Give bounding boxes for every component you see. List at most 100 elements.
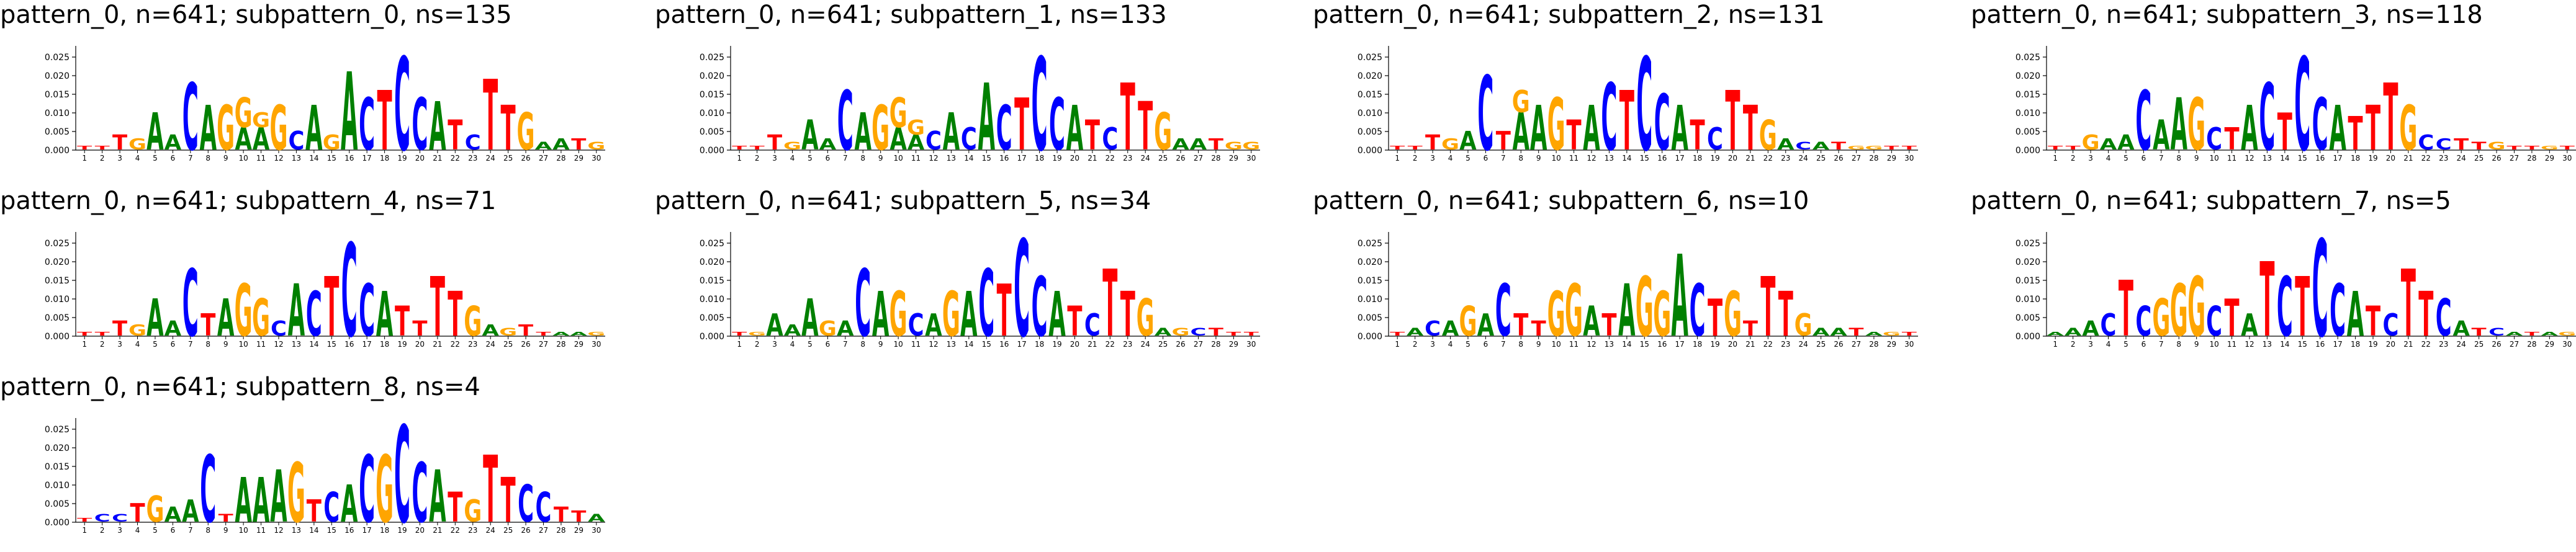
x-tick-label: 15 [327, 154, 336, 161]
y-tick-label: 0.025 [2015, 239, 2040, 249]
x-tick-label: 14 [309, 340, 318, 347]
y-tick-label: 0.015 [45, 276, 70, 286]
x-tick-label: 12 [2245, 340, 2254, 347]
panel-title: pattern_0, n=641; subpattern_2, ns=131 [1313, 1, 1825, 29]
x-tick-label: 14 [964, 154, 973, 161]
logo-letter-G: G [1154, 102, 1172, 161]
logo-letter-T: T [95, 145, 110, 151]
y-tick-label: 0.020 [700, 71, 724, 81]
x-tick-label: 17 [1017, 154, 1027, 161]
y-tick-label: 0.015 [1358, 276, 1382, 286]
x-tick-label: 9 [2194, 340, 2199, 347]
logo-letter-C: C [2312, 223, 2328, 347]
x-tick-label: 9 [2194, 154, 2199, 161]
logo-letter-C: C [925, 126, 942, 156]
logo-letter-G: G [748, 331, 766, 337]
x-tick-label: 2 [2071, 340, 2076, 347]
logo-letter-G: G [235, 270, 253, 347]
x-tick-label: 6 [1484, 340, 1488, 347]
x-tick-label: 13 [947, 154, 956, 161]
logo-letter-T: T [1120, 279, 1135, 347]
logo-letter-G: G [2170, 270, 2188, 347]
logo-letter-C: C [288, 126, 304, 156]
logo-letter-A: A [1172, 136, 1189, 153]
y-tick-label: 0.015 [2015, 90, 2040, 100]
y-tick-label: 0.015 [45, 90, 70, 100]
x-tick-label: 20 [1728, 340, 1737, 347]
x-tick-label: 1 [1395, 340, 1400, 347]
logo-letter-A: A [1865, 331, 1883, 337]
panel-title: pattern_0, n=641; subpattern_3, ns=118 [1971, 1, 2483, 29]
logo-letter-G: G [235, 90, 253, 137]
x-tick-label: 17 [1675, 154, 1685, 161]
logo-letter-A: A [429, 456, 446, 533]
x-tick-label: 8 [860, 340, 865, 347]
y-tick-label: 0.010 [45, 109, 70, 118]
y-tick-label: 0.010 [700, 295, 724, 305]
logo-letter-C: C [465, 131, 481, 155]
logo-letter-T: T [1884, 145, 1899, 151]
x-tick-label: 9 [878, 340, 883, 347]
x-tick-label: 23 [468, 340, 477, 347]
logo-letter-T: T [1120, 65, 1135, 161]
x-tick-label: 6 [2141, 154, 2146, 161]
x-tick-label: 7 [2159, 154, 2164, 161]
logo-letter-C: C [1690, 270, 1706, 347]
logo-letter-T: T [2048, 145, 2063, 151]
logo-letter-G: G [128, 136, 146, 153]
x-tick-label: 2 [1413, 340, 1418, 347]
x-tick-label: 21 [1088, 154, 1097, 161]
x-tick-label: 4 [2106, 340, 2111, 347]
logo-panel: pattern_0, n=641; subpattern_2, ns=131 0.… [1313, 0, 1958, 180]
x-tick-label: 2 [1413, 154, 1418, 161]
x-tick-label: 11 [256, 154, 266, 161]
x-tick-label: 15 [1640, 340, 1649, 347]
logo-letter-C: C [855, 251, 871, 347]
x-tick-label: 15 [327, 526, 336, 533]
x-tick-label: 26 [521, 526, 530, 533]
logo-letter-T: T [448, 279, 462, 347]
logo-letter-A: A [2117, 131, 2135, 155]
x-tick-label: 12 [1587, 154, 1596, 161]
logo-letter-G: G [323, 131, 341, 155]
x-tick-label: 4 [135, 154, 140, 161]
logo-letter-T: T [1849, 326, 1863, 338]
x-tick-label: 2 [2071, 154, 2076, 161]
y-tick-label: 0.015 [2015, 276, 2040, 286]
logo-letter-T: T [1902, 331, 1917, 337]
logo-letter-A: A [766, 308, 783, 343]
x-tick-label: 1 [82, 526, 87, 533]
x-tick-label: 1 [82, 340, 87, 347]
x-tick-label: 3 [117, 154, 122, 161]
logo-letter-G: G [587, 140, 605, 152]
logo-letter-G: G [1565, 270, 1583, 347]
x-tick-label: 20 [415, 154, 425, 161]
x-tick-label: 10 [1551, 154, 1560, 161]
logo-letter-G: G [942, 279, 960, 347]
x-tick-label: 23 [2439, 154, 2448, 161]
x-tick-label: 25 [503, 340, 513, 347]
y-tick-label: 0.025 [700, 53, 724, 63]
logo-letter-T: T [2224, 288, 2239, 347]
x-tick-label: 13 [2263, 154, 2272, 161]
y-tick-label: 0.010 [2015, 295, 2040, 305]
logo-letter-T: T [1138, 88, 1153, 161]
logo-letter-C: C [1049, 84, 1065, 161]
logo-letter-A: A [376, 279, 394, 347]
logo-letter-A: A [305, 93, 323, 161]
x-tick-label: 22 [1106, 340, 1115, 347]
logo-letter-C: C [2436, 288, 2452, 347]
x-tick-label: 6 [826, 154, 831, 161]
logo-letter-A: A [1066, 93, 1084, 161]
y-tick-label: 0.000 [45, 332, 70, 342]
logo-letter-A: A [429, 88, 446, 161]
logo-letter-C: C [1014, 223, 1030, 347]
logo-letter-A: A [552, 136, 570, 153]
x-tick-label: 19 [2368, 154, 2377, 161]
logo-letter-A: A [784, 322, 801, 339]
y-tick-label: 0.020 [2015, 257, 2040, 267]
logo-letter-T: T [1566, 112, 1581, 159]
x-tick-label: 18 [1693, 340, 1702, 347]
y-tick-label: 0.000 [45, 146, 70, 156]
